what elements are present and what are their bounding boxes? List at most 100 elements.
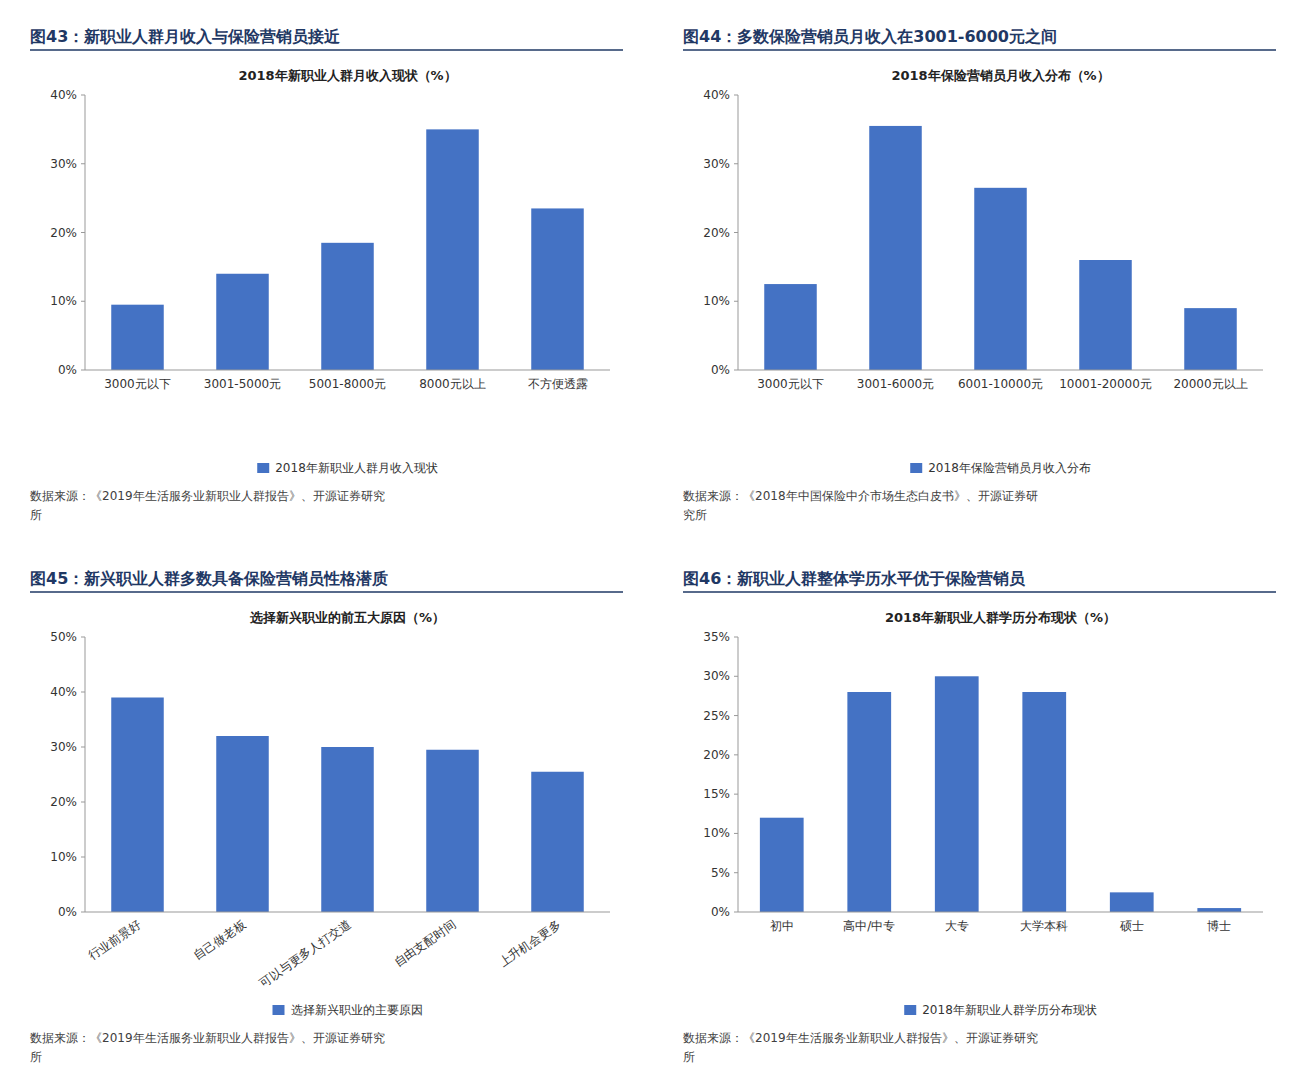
y-tick — [734, 794, 738, 795]
legend-label: 2018年新职业人群月收入现状 — [275, 461, 438, 475]
x-tick-label: 3000元以下 — [104, 377, 171, 391]
bars — [760, 676, 1241, 912]
x-tick-label: 行业前景好 — [86, 917, 143, 963]
x-tick-label: 20000元以上 — [1173, 377, 1247, 391]
x-tick-label: 不方便透露 — [528, 377, 588, 391]
y-tick-label: 10% — [50, 850, 77, 864]
y-tick-label: 35% — [703, 630, 730, 644]
y-tick — [734, 912, 738, 913]
bar — [1197, 908, 1241, 912]
bars — [111, 698, 584, 913]
y-tick — [81, 301, 85, 302]
bar — [426, 750, 479, 912]
y-tick — [734, 301, 738, 302]
bar — [974, 188, 1027, 370]
section-header: 图43：新职业人群月收入与保险营销员接近 — [30, 27, 341, 46]
x-tick-label: 3001-6000元 — [857, 377, 934, 391]
chart-title: 选择新兴职业的前五大原因（%） — [249, 610, 445, 625]
bar — [426, 129, 479, 370]
y-tick-label: 30% — [703, 669, 730, 683]
y-tick — [81, 802, 85, 803]
bar — [847, 692, 891, 912]
y-tick-label: 20% — [703, 226, 730, 240]
y-tick — [734, 232, 738, 233]
x-tick-label: 自由支配时间 — [391, 917, 458, 970]
chart-title: 2018年新职业人群学历分布现状（%） — [885, 610, 1116, 625]
section-header: 图45：新兴职业人群多数具备保险营销员性格潜质 — [30, 569, 388, 588]
y-tick-label: 10% — [703, 294, 730, 308]
source-note: 所 — [30, 1050, 42, 1064]
legend-label: 2018年保险营销员月收入分布 — [928, 461, 1091, 475]
y-tick — [81, 232, 85, 233]
x-tick-label: 初中 — [770, 919, 794, 933]
x-axis-line — [85, 912, 610, 913]
y-tick-label: 0% — [58, 905, 77, 919]
x-tick-label: 可以与更多人打交道 — [257, 917, 353, 990]
x-tick-label: 博士 — [1207, 919, 1231, 933]
y-tick — [81, 857, 85, 858]
bars — [764, 126, 1237, 370]
y-tick-label: 40% — [703, 88, 730, 102]
bar — [1110, 892, 1154, 912]
y-tick-label: 40% — [50, 685, 77, 699]
legend-swatch — [257, 463, 269, 473]
x-tick-label: 大专 — [945, 919, 969, 933]
chart-panel: 图44：多数保险营销员月收入在3001-6000元之间2018年保险营销员月收入… — [683, 27, 1276, 522]
y-axis-line — [738, 637, 739, 912]
header-rule — [30, 591, 623, 593]
y-tick — [81, 637, 85, 638]
header-rule — [683, 591, 1276, 593]
x-tick-label: 高中/中专 — [843, 919, 895, 933]
y-axis-line — [738, 95, 739, 370]
bar — [1184, 308, 1237, 370]
bar — [1022, 692, 1066, 912]
y-tick — [734, 872, 738, 873]
legend-swatch — [273, 1005, 285, 1015]
y-tick-label: 30% — [50, 157, 77, 171]
chart-title: 2018年保险营销员月收入分布（%） — [891, 68, 1109, 83]
y-tick-label: 0% — [711, 363, 730, 377]
y-tick — [81, 95, 85, 96]
y-tick-label: 30% — [703, 157, 730, 171]
chart-title: 2018年新职业人群月收入现状（%） — [238, 68, 456, 83]
legend-swatch — [904, 1005, 916, 1015]
x-tick-label: 自己做老板 — [191, 917, 248, 963]
legend: 2018年新职业人群月收入现状 — [257, 461, 438, 475]
y-tick-label: 0% — [58, 363, 77, 377]
legend-swatch — [910, 463, 922, 473]
legend: 2018年新职业人群学历分布现状 — [904, 1003, 1097, 1017]
x-tick-label: 硕士 — [1119, 919, 1144, 933]
legend-label: 2018年新职业人群学历分布现状 — [922, 1003, 1097, 1017]
chart-panel: 图46：新职业人群整体学历水平优于保险营销员 2018年新职业人群学历分布现状（%… — [683, 569, 1276, 1064]
x-tick-label: 10001-20000元 — [1059, 377, 1152, 391]
y-tick-label: 0% — [711, 905, 730, 919]
y-tick — [734, 95, 738, 96]
source-note: 究所 — [683, 508, 707, 522]
y-tick — [734, 715, 738, 716]
source-note: 所 — [683, 1050, 695, 1064]
x-tick-label: 5001-8000元 — [309, 377, 386, 391]
section-header: 图46：新职业人群整体学历水平优于保险营销员 — [683, 569, 1026, 588]
header-rule — [683, 49, 1276, 51]
y-tick — [734, 637, 738, 638]
x-tick-label: 上升机会更多 — [496, 917, 563, 970]
figure: 图43：新职业人群月收入与保险营销员接近 2018年新职业人群月收入现状（%） 0%… — [0, 0, 1306, 1084]
y-tick — [734, 676, 738, 677]
y-tick-label: 20% — [50, 226, 77, 240]
bar — [869, 126, 922, 370]
header-rule — [30, 49, 623, 51]
chart-panel: 图45：新兴职业人群多数具备保险营销员性格潜质选择新兴职业的前五大原因（%） 0%… — [30, 569, 623, 1064]
bar — [1079, 260, 1132, 370]
source-note: 数据来源：《2018年中国保险中介市场生态白皮书》、开源证券研 — [683, 489, 1038, 503]
bar — [760, 818, 804, 912]
y-axis-line — [85, 95, 86, 370]
y-tick-label: 10% — [50, 294, 77, 308]
y-tick — [81, 370, 85, 371]
y-tick-label: 40% — [50, 88, 77, 102]
y-tick-label: 20% — [703, 748, 730, 762]
y-tick-label: 50% — [50, 630, 77, 644]
y-tick-label: 10% — [703, 826, 730, 840]
bar — [531, 208, 584, 370]
x-axis-line — [738, 912, 1263, 913]
y-tick-label: 20% — [50, 795, 77, 809]
